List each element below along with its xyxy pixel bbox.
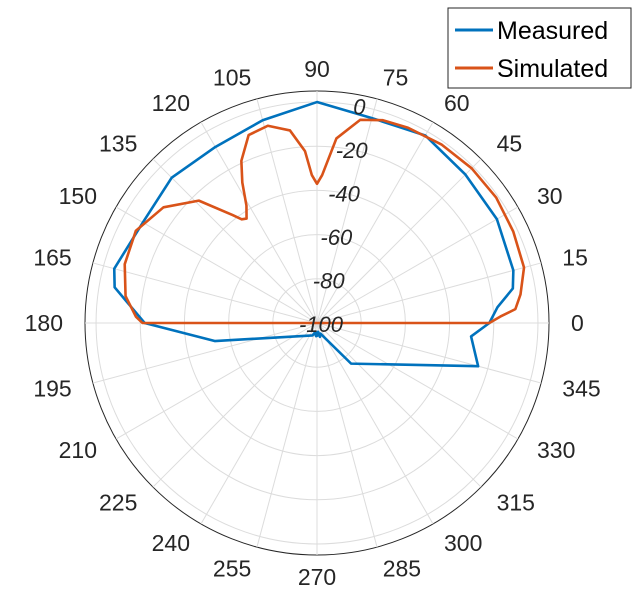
legend: Measured Simulated <box>447 7 632 89</box>
theta-tick-label: 240 <box>152 530 190 556</box>
theta-tick-label: 150 <box>59 183 97 209</box>
grid-spoke <box>152 322 318 488</box>
theta-tick-label: 165 <box>33 244 71 270</box>
grid-spoke <box>115 322 318 440</box>
grid-spoke <box>316 121 434 324</box>
grid-spoke <box>316 158 482 324</box>
tick-labels: 0 15 30 45 60 75 90 105 120 135 150 165 180 195 210 225… <box>25 56 601 590</box>
theta-tick-label: 45 <box>497 130 523 156</box>
theta-tick-label: 60 <box>444 90 470 116</box>
r-tick-label: -80 <box>313 269 346 294</box>
theta-tick-label: 90 <box>304 56 330 82</box>
theta-tick-label: 210 <box>59 437 97 463</box>
theta-tick-label: 105 <box>213 65 251 91</box>
theta-tick-label: 225 <box>99 490 137 516</box>
grid-spoke <box>200 322 318 525</box>
theta-tick-label: 15 <box>562 244 588 270</box>
legend-label-measured: Measured <box>497 17 608 45</box>
legend-box <box>447 7 632 89</box>
grid-spoke <box>115 206 318 324</box>
r-tick-label: -60 <box>320 225 353 250</box>
r-tick-label: -20 <box>336 138 369 163</box>
theta-tick-label: 75 <box>383 65 409 91</box>
theta-tick-label: 180 <box>25 310 63 336</box>
r-tick-label: -100 <box>299 312 344 337</box>
grid-spoke <box>256 98 318 324</box>
r-tick-label: 0 <box>353 94 366 119</box>
theta-tick-label: 330 <box>537 437 575 463</box>
grid-spoke <box>316 322 519 440</box>
grid-spoke <box>316 262 542 324</box>
series-lines <box>112 100 526 368</box>
series-line-simulated <box>123 118 526 325</box>
theta-tick-label: 135 <box>99 130 137 156</box>
theta-tick-label: 285 <box>383 555 421 581</box>
grid-spoke <box>316 206 519 324</box>
polar-grid <box>84 90 550 556</box>
theta-tick-label: 0 <box>571 310 584 336</box>
legend-label-simulated: Simulated <box>497 55 608 83</box>
theta-tick-label: 30 <box>537 183 563 209</box>
theta-tick-label: 255 <box>213 555 251 581</box>
theta-tick-label: 195 <box>33 376 71 402</box>
grid-spoke <box>316 322 482 488</box>
grid-spoke <box>152 158 318 324</box>
series-line-measured <box>112 100 515 368</box>
theta-tick-label: 315 <box>497 490 535 516</box>
grid-spoke <box>92 262 318 324</box>
grid-spoke <box>200 121 318 324</box>
grid-spoke <box>256 322 318 548</box>
grid-spoke <box>316 322 434 525</box>
theta-tick-label: 345 <box>562 376 600 402</box>
grid-spoke <box>316 98 378 324</box>
grid-spoke <box>316 322 542 384</box>
theta-tick-label: 270 <box>298 564 336 590</box>
grid-spoke <box>316 322 378 548</box>
theta-tick-label: 120 <box>152 90 190 116</box>
grid-spoke <box>92 322 318 384</box>
theta-tick-label: 300 <box>444 530 482 556</box>
r-tick-label: -40 <box>328 181 361 206</box>
